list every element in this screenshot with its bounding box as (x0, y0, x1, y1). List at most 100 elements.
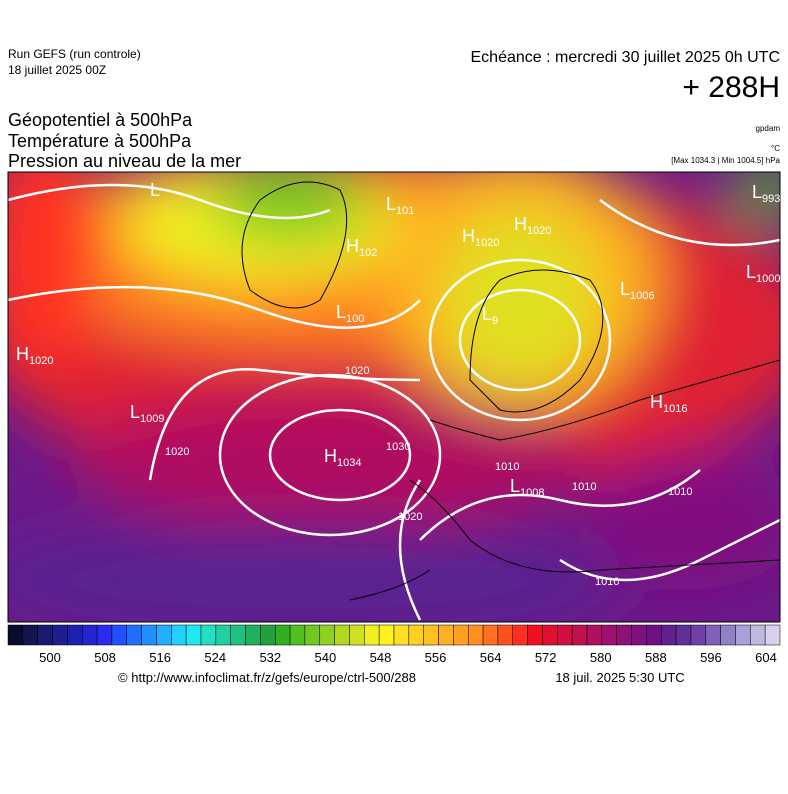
isobar-label: 1020 (345, 365, 369, 377)
coastlines (241, 181, 780, 601)
color-swatch (37, 624, 53, 646)
center-value: 1016 (663, 403, 687, 415)
center-symbol: L (752, 182, 762, 202)
colorbar-label: 508 (94, 650, 116, 665)
center-value: 9 (492, 315, 498, 327)
center-symbol: H (514, 214, 527, 234)
center-value: 1020 (29, 355, 53, 367)
color-swatch (408, 624, 424, 646)
color-swatch (497, 624, 514, 646)
color-swatch (378, 624, 395, 646)
colorbar-label: 564 (480, 650, 502, 665)
color-swatch (334, 624, 350, 646)
pressure-center: L101 (386, 194, 414, 217)
center-value: 1034 (337, 457, 361, 469)
isobar-label: 1020 (165, 446, 189, 458)
pressure-center: L1006 (620, 279, 655, 302)
color-swatch (274, 624, 291, 646)
map (8, 172, 780, 622)
color-swatch (631, 624, 647, 646)
color-swatch (289, 624, 306, 646)
color-swatch (601, 624, 617, 646)
colorbar-label: 588 (645, 650, 667, 665)
color-swatch (126, 624, 142, 646)
pressure-center: H1020 (16, 344, 53, 367)
color-swatch (96, 624, 113, 646)
color-swatch (141, 624, 157, 646)
color-swatch (423, 624, 439, 646)
pressure-center: H102 (346, 236, 377, 259)
colorbar-label: 604 (755, 650, 777, 665)
pressure-center: L993 (752, 182, 780, 205)
pressure-center: L100 (336, 302, 364, 325)
lead-time: + 288H (682, 71, 780, 104)
color-swatch (52, 624, 68, 646)
isobars (8, 183, 780, 621)
center-symbol: H (16, 344, 29, 364)
center-value: 102 (359, 247, 377, 259)
color-swatch (304, 624, 321, 646)
color-swatch (646, 624, 662, 646)
color-swatch (735, 624, 751, 646)
center-symbol: L (482, 304, 492, 324)
color-swatch (586, 624, 603, 646)
pressure-center: L1000 (746, 262, 781, 285)
valid-time: Echéance : mercredi 30 juillet 2025 0h U… (471, 49, 781, 66)
pressure-center: L1008 (510, 476, 545, 499)
issued: 18 juil. 2025 5:30 UTC (555, 670, 684, 685)
center-symbol: H (324, 446, 337, 466)
center-symbol: L (620, 279, 630, 299)
color-swatch (185, 624, 202, 646)
colorbar: 500 508 516 524 532 540 548 556 564 572 580 588 596 6… (7, 624, 781, 665)
color-swatch (571, 624, 588, 646)
color-swatch (438, 624, 454, 646)
center-value: 1008 (520, 487, 544, 499)
center-symbol: L (746, 262, 756, 282)
pressure-center: H1020 (514, 214, 551, 237)
layer: Température à 500hPa (8, 131, 192, 151)
layer: Géopotentiel à 500hPa (8, 110, 193, 130)
unit: °C (771, 144, 780, 153)
color-swatch (215, 624, 231, 646)
color-swatch (453, 624, 469, 646)
colorbar-label: 516 (149, 650, 171, 665)
color-swatch (364, 624, 380, 646)
color-swatch (720, 624, 736, 646)
isobar-label: 1030 (386, 441, 410, 453)
center-symbol: L (510, 476, 520, 496)
colorbar-label: 500 (39, 650, 61, 665)
center-value: 101 (396, 205, 414, 217)
color-swatch (393, 624, 410, 646)
isobar-label: 1010 (495, 461, 519, 473)
color-swatch (22, 624, 38, 646)
center-symbol: L (150, 180, 160, 200)
center-value: 1009 (140, 413, 164, 425)
source: © http://www.infoclimat.fr/z/gefs/europe… (118, 670, 416, 685)
center-value: 1000 (756, 273, 780, 285)
color-swatch (171, 624, 187, 646)
color-swatch (156, 624, 172, 646)
colorbar-label: 540 (315, 650, 337, 665)
colorbar-label: 572 (535, 650, 557, 665)
color-swatch (557, 624, 573, 646)
layer: Pression au niveau de la mer (8, 151, 241, 171)
color-swatch (349, 624, 365, 646)
center-value: 1006 (630, 290, 654, 302)
color-swatch (81, 624, 98, 646)
center-symbol: H (650, 392, 663, 412)
pressure-center: L (150, 180, 160, 200)
run: Run GEFS (run controle) (8, 47, 141, 61)
color-swatch (111, 624, 128, 646)
pressure-center: L1009 (130, 402, 165, 425)
color-swatch (705, 624, 721, 646)
color-swatch (764, 624, 781, 646)
center-value: 100 (346, 313, 364, 325)
extremes: [Max 1034.3 | Min 1004.5] hPa (671, 156, 780, 165)
color-swatch (660, 624, 677, 646)
center-value: 993 (762, 193, 780, 205)
colorbar-label: 548 (370, 650, 392, 665)
color-swatch (616, 624, 632, 646)
color-swatch (542, 624, 558, 646)
colorbar-label: 580 (590, 650, 612, 665)
